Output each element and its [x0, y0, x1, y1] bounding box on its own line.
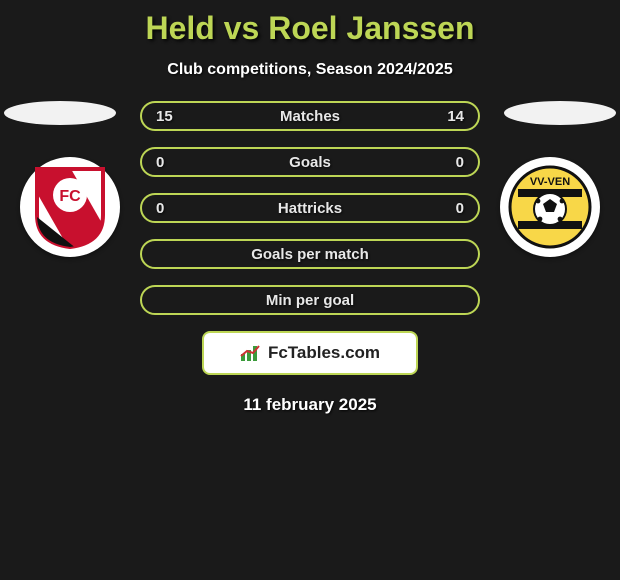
crest-left: FC: [20, 157, 120, 257]
date-text: 11 february 2025: [0, 395, 620, 415]
stat-row-hattricks: 0 Hattricks 0: [140, 193, 480, 223]
svg-text:FC: FC: [59, 188, 81, 205]
svg-text:VV-VEN: VV-VEN: [530, 176, 570, 188]
watermark: FcTables.com: [202, 331, 418, 375]
stat-label: Hattricks: [278, 200, 342, 217]
crest-right: VV-VEN: [500, 157, 600, 257]
stat-left-value: 0: [156, 154, 164, 171]
page-title: Held vs Roel Janssen: [0, 0, 620, 47]
stat-row-min-per-goal: Min per goal: [140, 285, 480, 315]
stat-left-value: 0: [156, 200, 164, 217]
stat-row-goals-per-match: Goals per match: [140, 239, 480, 269]
stat-right-value: 0: [456, 154, 464, 171]
stat-label: Matches: [280, 108, 340, 125]
stat-label: Goals per match: [251, 246, 369, 263]
watermark-text: FcTables.com: [268, 343, 380, 363]
vvv-venlo-icon: VV-VEN: [508, 165, 592, 249]
player-ellipse-right: [504, 101, 616, 125]
stat-label: Goals: [289, 154, 331, 171]
stat-right-value: 0: [456, 200, 464, 217]
stat-row-matches: 15 Matches 14: [140, 101, 480, 131]
stat-rows: 15 Matches 14 0 Goals 0 0 Hattricks 0 Goals per m…: [140, 101, 480, 315]
comparison-stage: FC VV-VEN 15 Matches 14 0 Goals 0 0 Hattricks 0 G…: [0, 101, 620, 415]
player-ellipse-left: [4, 101, 116, 125]
chart-icon: [240, 344, 262, 362]
stat-row-goals: 0 Goals 0: [140, 147, 480, 177]
subtitle: Club competitions, Season 2024/2025: [0, 61, 620, 79]
stat-label: Min per goal: [266, 292, 354, 309]
fc-utrecht-icon: FC: [33, 165, 107, 249]
stat-left-value: 15: [156, 108, 173, 125]
stat-right-value: 14: [447, 108, 464, 125]
